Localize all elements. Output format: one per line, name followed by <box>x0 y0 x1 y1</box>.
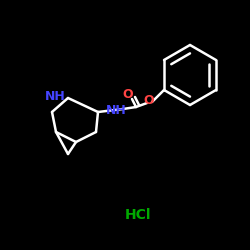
Text: O: O <box>144 94 154 108</box>
Text: O: O <box>123 88 133 102</box>
Text: HCl: HCl <box>125 208 151 222</box>
Text: NH: NH <box>44 90 66 104</box>
Text: NH: NH <box>106 104 126 117</box>
